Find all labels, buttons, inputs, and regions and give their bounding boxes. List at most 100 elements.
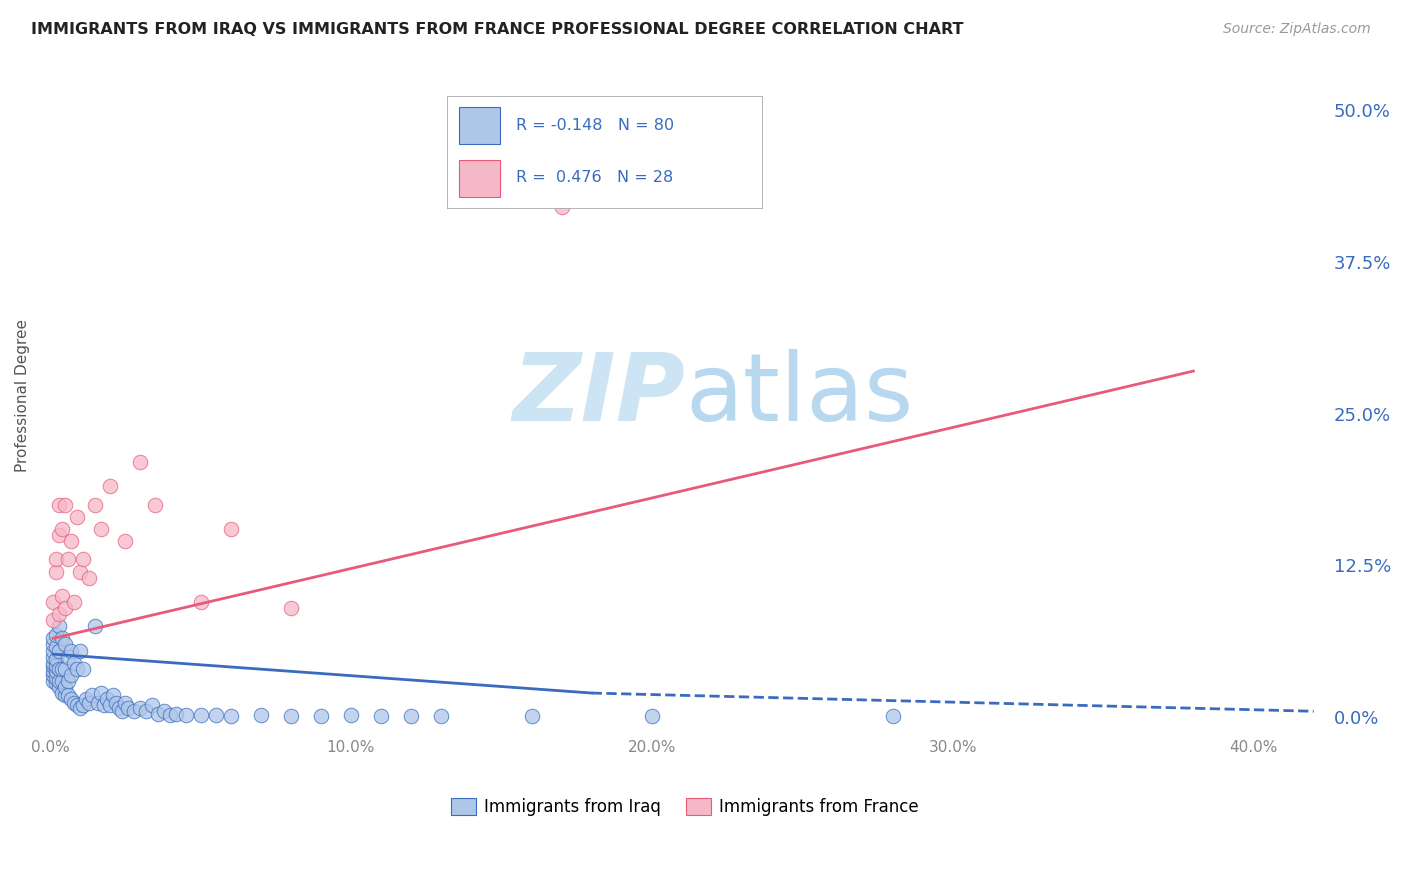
Point [45, 628, 67, 642]
Point [63, 656, 86, 670]
Point [53, 637, 76, 651]
Point [42, 649, 65, 664]
Point [117, 700, 139, 714]
Point [84, 498, 107, 512]
Point [111, 704, 134, 718]
Point [51, 632, 73, 646]
Point [135, 704, 157, 718]
Point [340, 707, 363, 722]
Point [56, 689, 79, 703]
Point [45, 652, 67, 666]
Point [159, 707, 181, 722]
Point [48, 607, 70, 621]
Point [66, 698, 89, 713]
Point [42, 613, 65, 627]
Point [48, 680, 70, 694]
Point [550, 200, 572, 214]
Point [105, 696, 128, 710]
Point [48, 662, 70, 676]
Point [51, 662, 73, 676]
Point [53, 498, 76, 512]
Point [430, 709, 453, 723]
Point [53, 601, 76, 615]
Point [129, 455, 152, 469]
Point [219, 522, 242, 536]
Point [45, 565, 67, 579]
Point [82, 689, 104, 703]
Point [45, 672, 67, 686]
Point [42, 673, 65, 688]
Point [90, 686, 112, 700]
Point [882, 709, 904, 723]
Point [60, 643, 83, 657]
Point [53, 680, 76, 694]
Point [370, 709, 392, 723]
Point [45, 676, 67, 690]
Point [42, 632, 65, 646]
Point [48, 498, 70, 512]
Point [399, 709, 422, 723]
Point [63, 696, 86, 710]
Point [42, 637, 65, 651]
Point [48, 643, 70, 657]
Point [72, 698, 94, 713]
Point [45, 664, 67, 678]
Point [129, 700, 152, 714]
Point [42, 656, 65, 670]
Point [249, 707, 271, 722]
Point [45, 552, 67, 566]
Point [53, 662, 76, 676]
Point [69, 700, 91, 714]
Point [124, 704, 146, 718]
Point [98, 698, 121, 713]
Point [520, 709, 543, 723]
Y-axis label: Professional Degree: Professional Degree [15, 318, 30, 472]
Point [42, 664, 65, 678]
Point [153, 704, 176, 718]
Point [141, 698, 163, 713]
Point [72, 662, 94, 676]
Point [51, 522, 73, 536]
Point [145, 498, 167, 512]
Point [108, 700, 131, 714]
Point [56, 649, 79, 664]
Text: IMMIGRANTS FROM IRAQ VS IMMIGRANTS FROM FRANCE PROFESSIONAL DEGREE CORRELATION C: IMMIGRANTS FROM IRAQ VS IMMIGRANTS FROM … [31, 22, 963, 37]
Point [51, 686, 73, 700]
Point [48, 673, 70, 688]
Point [96, 692, 118, 706]
Point [190, 595, 212, 609]
Point [166, 706, 188, 721]
Text: ZIP: ZIP [512, 350, 685, 442]
Point [280, 709, 302, 723]
Point [280, 601, 302, 615]
Point [114, 534, 136, 549]
Point [63, 595, 86, 609]
Point [69, 643, 91, 657]
Point [77, 571, 100, 585]
Point [77, 696, 100, 710]
Point [174, 707, 197, 722]
Point [48, 619, 70, 633]
Text: atlas: atlas [685, 350, 912, 442]
Point [309, 709, 332, 723]
Point [60, 692, 83, 706]
Point [641, 709, 664, 723]
Point [56, 552, 79, 566]
Point [103, 689, 125, 703]
Point [66, 662, 89, 676]
Point [148, 706, 170, 721]
Point [42, 643, 65, 657]
Point [75, 692, 97, 706]
Point [42, 659, 65, 673]
Point [69, 565, 91, 579]
Point [87, 696, 110, 710]
Point [51, 673, 73, 688]
Point [93, 698, 115, 713]
Point [98, 479, 121, 493]
Point [51, 589, 73, 603]
Point [60, 668, 83, 682]
Point [84, 619, 107, 633]
Point [53, 689, 76, 703]
Text: Source: ZipAtlas.com: Source: ZipAtlas.com [1223, 22, 1371, 37]
Point [42, 595, 65, 609]
